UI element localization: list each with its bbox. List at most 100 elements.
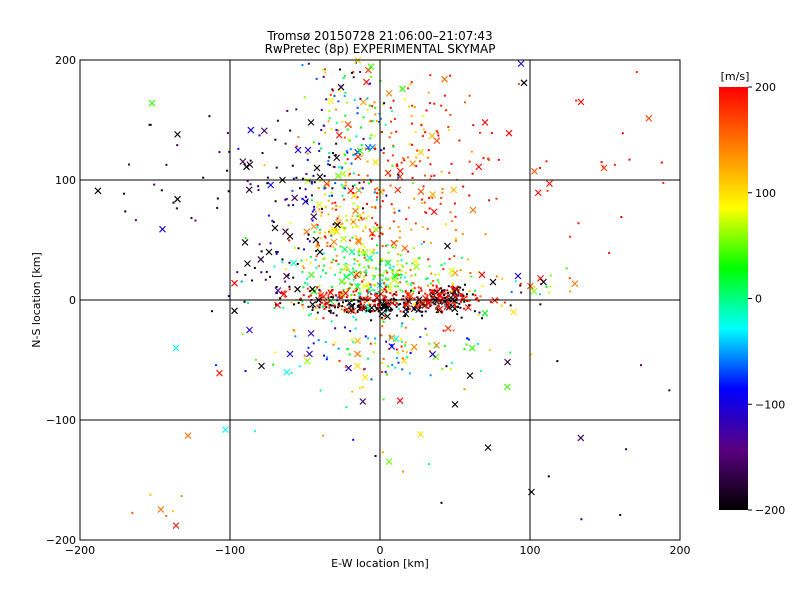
- data-point: [368, 104, 371, 107]
- data-point: [459, 294, 462, 297]
- y-axis-label: N-S location [km]: [30, 252, 43, 348]
- data-point: [355, 135, 358, 138]
- data-point: [417, 286, 420, 289]
- data-point-x: [349, 307, 357, 315]
- data-point: [396, 164, 399, 167]
- data-point: [575, 99, 578, 102]
- data-point: [381, 451, 384, 454]
- data-point: [418, 306, 421, 309]
- data-point: [365, 274, 368, 277]
- data-point: [421, 310, 424, 313]
- data-point: [430, 295, 433, 298]
- data-point: [460, 256, 463, 259]
- data-point: [569, 290, 572, 293]
- data-point: [625, 448, 628, 451]
- data-point: [385, 279, 388, 282]
- colorbar-label: [m/s]: [721, 70, 750, 83]
- data-point: [279, 297, 282, 300]
- data-point: [453, 291, 456, 294]
- data-point-x: [390, 239, 398, 247]
- data-point: [431, 284, 434, 287]
- data-point: [345, 299, 348, 302]
- y-tick-label: −200: [46, 534, 76, 547]
- data-point: [332, 258, 335, 261]
- data-point: [322, 306, 325, 309]
- data-point-x: [354, 362, 361, 370]
- data-point: [348, 173, 351, 176]
- colorbar-tick-label: −100: [755, 398, 785, 411]
- data-point-x: [315, 201, 323, 209]
- data-point: [360, 155, 363, 158]
- data-point: [460, 297, 463, 300]
- data-point: [448, 302, 451, 305]
- data-point: [399, 302, 402, 305]
- data-point: [514, 280, 517, 283]
- data-point: [329, 304, 332, 307]
- data-point: [275, 166, 278, 169]
- data-point: [419, 336, 422, 339]
- data-point: [347, 304, 350, 307]
- data-point-x: [392, 335, 400, 342]
- data-point-x: [396, 397, 404, 405]
- data-point: [520, 291, 523, 294]
- data-point: [412, 306, 415, 309]
- data-point: [362, 116, 365, 119]
- data-point: [308, 179, 311, 182]
- data-point: [426, 294, 429, 297]
- data-point-x: [172, 522, 180, 529]
- data-point: [335, 259, 338, 262]
- data-point: [397, 273, 400, 276]
- data-point: [253, 430, 256, 433]
- data-point: [336, 217, 339, 220]
- data-point-x: [174, 131, 181, 138]
- data-point: [375, 244, 378, 247]
- data-point: [180, 495, 183, 498]
- data-point-x: [433, 137, 441, 145]
- data-point-x: [286, 350, 294, 358]
- data-point: [427, 91, 430, 94]
- data-point-x: [260, 127, 268, 135]
- data-point: [358, 247, 361, 250]
- data-point: [405, 302, 408, 305]
- data-point: [440, 170, 443, 173]
- data-point: [305, 258, 308, 261]
- data-point: [226, 131, 229, 134]
- data-point: [420, 301, 423, 304]
- data-point-x: [417, 188, 425, 196]
- data-point-x: [348, 248, 356, 256]
- data-point: [413, 297, 416, 300]
- data-point: [355, 288, 358, 291]
- data-point: [358, 296, 361, 299]
- data-point: [394, 366, 397, 369]
- data-point: [332, 246, 335, 249]
- data-point: [315, 266, 318, 269]
- data-point: [364, 335, 367, 338]
- data-point: [306, 287, 309, 290]
- data-point: [608, 251, 611, 254]
- data-point-x: [246, 161, 254, 169]
- data-point-x: [484, 444, 492, 451]
- data-point: [335, 314, 338, 317]
- data-point: [357, 300, 360, 303]
- data-point: [358, 215, 361, 218]
- data-point: [435, 130, 438, 133]
- data-point-x: [478, 271, 486, 279]
- data-point: [284, 280, 287, 283]
- data-point: [228, 150, 231, 153]
- data-point: [334, 327, 337, 330]
- data-point: [488, 158, 491, 161]
- data-point: [389, 120, 392, 123]
- data-point-x: [384, 259, 392, 267]
- data-point: [340, 85, 343, 88]
- data-point: [327, 120, 330, 123]
- data-point: [463, 101, 466, 104]
- data-point: [257, 188, 260, 191]
- data-point: [389, 336, 392, 339]
- data-point: [397, 173, 400, 176]
- data-point: [375, 267, 378, 270]
- data-point-x: [401, 244, 409, 252]
- scatter-points: [94, 56, 671, 529]
- data-point-x: [304, 146, 312, 154]
- data-point: [301, 197, 304, 200]
- data-point: [363, 266, 366, 269]
